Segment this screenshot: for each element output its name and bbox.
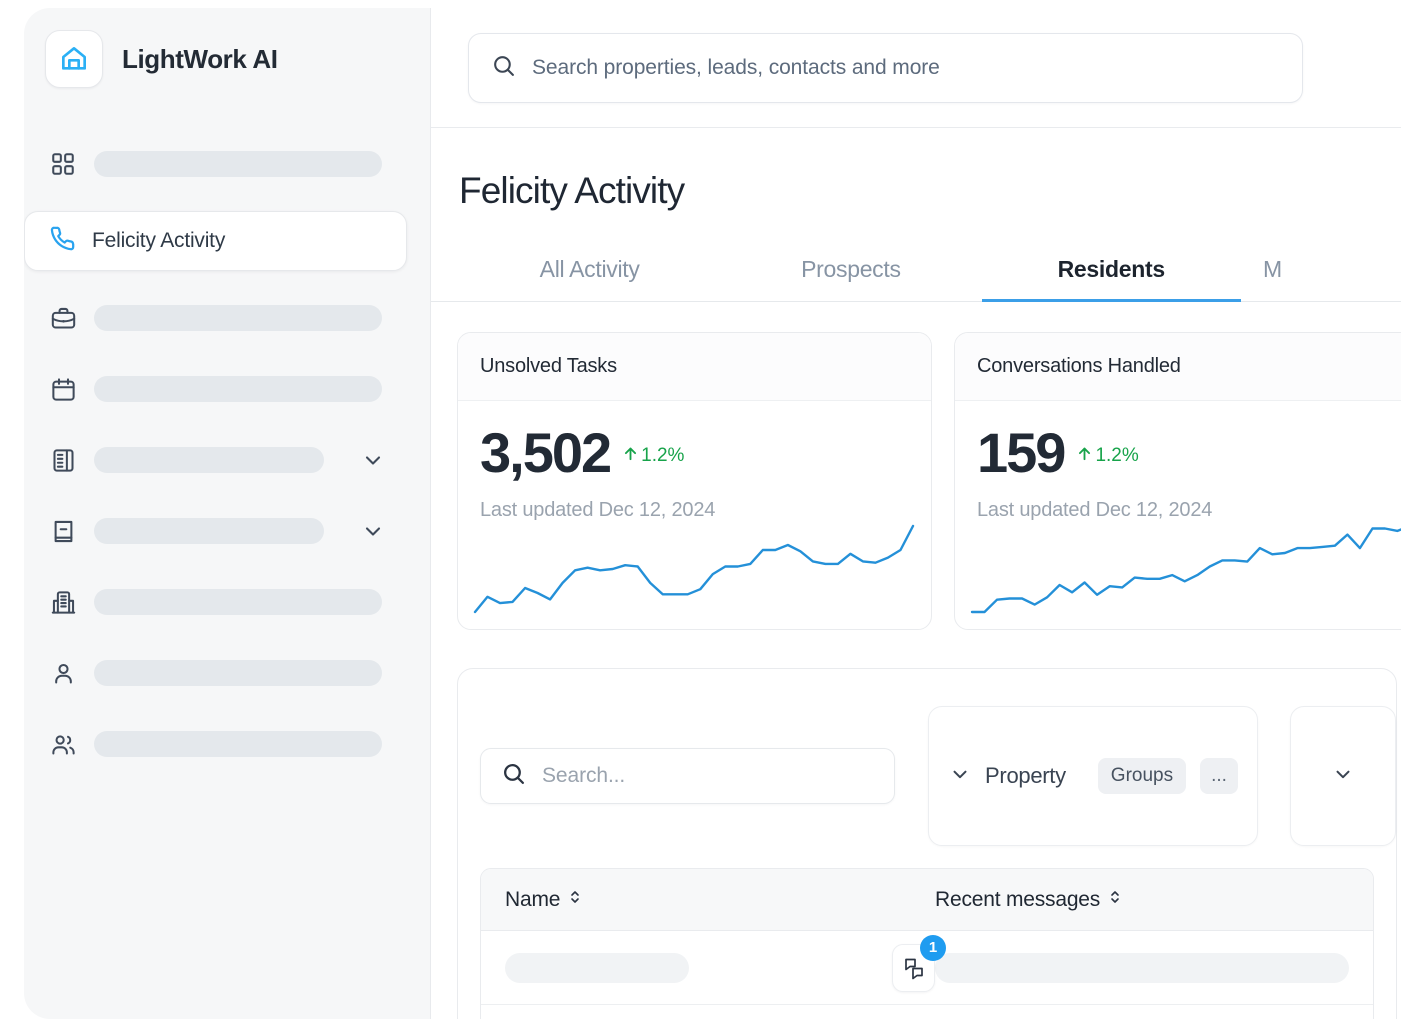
main-content: Search properties, leads, contacts and m… <box>431 8 1401 1019</box>
tab-all-activity[interactable]: All Activity <box>539 256 640 282</box>
app-window: LightWork AI <box>24 8 1401 1019</box>
stat-card-unsolved-tasks: Unsolved Tasks 3,502 1.2% <box>457 332 932 630</box>
search-placeholder: Search properties, leads, contacts and m… <box>532 55 940 79</box>
delta-value: 1.2% <box>641 445 685 466</box>
chevron-down-icon[interactable] <box>1332 763 1354 790</box>
tab-prospects[interactable]: Prospects <box>801 256 901 282</box>
message-count-badge: 1 <box>920 934 946 961</box>
sidebar-item-book[interactable] <box>24 507 430 555</box>
sidebar-item-user[interactable] <box>24 649 430 697</box>
sparkline-chart <box>473 524 915 614</box>
tab-maintenance[interactable]: M <box>1262 256 1282 282</box>
column-label: Recent messages <box>935 887 1101 911</box>
chevron-down-icon[interactable] <box>949 763 971 790</box>
arrow-up-icon <box>622 445 639 468</box>
search-input[interactable]: Search properties, leads, contacts and m… <box>468 32 1303 103</box>
top-bar: Search properties, leads, contacts and m… <box>431 8 1401 128</box>
sidebar-item-placeholder <box>94 589 382 615</box>
delta-badge: 1.2% <box>1076 445 1139 468</box>
table-search-input[interactable]: Search... <box>480 748 896 804</box>
chip-more[interactable]: ... <box>1200 758 1238 794</box>
table-search-placeholder: Search... <box>542 764 626 787</box>
sidebar-item-label: Felicity Activity <box>92 229 226 252</box>
tab-residents[interactable]: Residents <box>981 256 1241 302</box>
sidebar-item-briefcase[interactable] <box>24 294 430 342</box>
chat-bubbles-icon[interactable]: 1 <box>892 934 946 992</box>
sort-icon[interactable] <box>568 888 582 912</box>
sidebar-item-placeholder <box>94 731 382 757</box>
page-title: Felicity Activity <box>459 170 685 211</box>
chevron-down-icon[interactable] <box>360 518 386 544</box>
brand-name: LightWork AI <box>122 43 278 74</box>
building-icon <box>48 587 78 617</box>
message-placeholder <box>935 952 1349 983</box>
sidebar-item-building[interactable] <box>24 578 430 626</box>
sidebar-item-placeholder <box>94 518 324 544</box>
stat-card-conversations-handled: Conversations Handled 159 1.2% <box>954 332 1401 630</box>
table-row[interactable] <box>481 1005 1373 1019</box>
search-icon <box>501 761 526 791</box>
search-icon <box>491 53 516 83</box>
users-icon <box>48 729 78 759</box>
last-updated-text: Last updated Dec 12, 2024 <box>977 499 1213 521</box>
stat-card-list: Unsolved Tasks 3,502 1.2% <box>431 302 1401 630</box>
card-header: Unsolved Tasks <box>458 333 931 401</box>
filter-secondary[interactable] <box>1290 706 1396 846</box>
metric-row: 3,502 1.2% <box>480 425 931 481</box>
notebook-icon <box>48 445 78 475</box>
sidebar-item-placeholder <box>94 305 382 331</box>
column-header-name[interactable]: Name <box>505 888 935 912</box>
sidebar-item-placeholder <box>94 660 382 686</box>
sidebar-item-placeholder <box>94 447 324 473</box>
metric-row: 159 1.2% <box>977 425 1401 481</box>
filter-label: Property <box>985 763 1066 788</box>
arrow-up-icon <box>1076 445 1093 468</box>
table-header-row: Name Recent messages <box>481 869 1373 931</box>
home-icon <box>45 30 103 88</box>
chip-groups[interactable]: Groups <box>1097 758 1187 794</box>
panel-toolbar: Search... Property Groups ... <box>458 669 1396 846</box>
calendar-icon <box>48 374 78 404</box>
card-title: Conversations Handled <box>977 355 1181 377</box>
sidebar-item-felicity-activity[interactable]: Felicity Activity <box>24 211 407 271</box>
phone-icon <box>49 225 76 257</box>
sidebar: LightWork AI <box>24 8 431 1019</box>
sidebar-item-dashboard[interactable] <box>24 140 430 188</box>
chevron-down-icon[interactable] <box>360 447 386 473</box>
card-body: 3,502 1.2% Last updated Dec 12, 2024 <box>458 401 931 522</box>
cell-name: 1 <box>505 934 946 992</box>
filter-property[interactable]: Property Groups ... <box>928 706 1259 846</box>
table-row[interactable]: 1 <box>481 931 1373 1005</box>
sidebar-item-calendar[interactable] <box>24 365 430 413</box>
brand[interactable]: LightWork AI <box>24 8 430 88</box>
card-header: Conversations Handled <box>955 333 1401 401</box>
metric-value: 3,502 <box>480 421 612 484</box>
card-title: Unsolved Tasks <box>480 355 617 377</box>
sidebar-item-users[interactable] <box>24 720 430 768</box>
name-placeholder <box>505 952 690 983</box>
column-label: Name <box>505 887 561 911</box>
card-body: 159 1.2% Last updated Dec 12, 2024 <box>955 401 1401 522</box>
tab-bar: All Activity Prospects Residents M <box>431 242 1401 302</box>
delta-value: 1.2% <box>1095 445 1139 466</box>
briefcase-icon <box>48 303 78 333</box>
column-header-recent-messages[interactable]: Recent messages <box>935 888 1122 912</box>
sidebar-item-placeholder <box>94 151 382 177</box>
residents-table: Name Recent messages <box>480 868 1374 1019</box>
book-icon <box>48 516 78 546</box>
sort-icon[interactable] <box>1108 888 1122 912</box>
residents-panel: Search... Property Groups ... <box>457 668 1397 1019</box>
sidebar-item-placeholder <box>94 376 382 402</box>
last-updated-text: Last updated Dec 12, 2024 <box>480 499 716 521</box>
sidebar-nav: Felicity Activity <box>24 140 430 768</box>
grid-icon <box>48 149 78 179</box>
metric-value: 159 <box>977 421 1066 484</box>
sidebar-item-notebook[interactable] <box>24 436 430 484</box>
sparkline-chart <box>970 527 1401 614</box>
delta-badge: 1.2% <box>622 445 684 468</box>
user-icon <box>48 658 78 688</box>
